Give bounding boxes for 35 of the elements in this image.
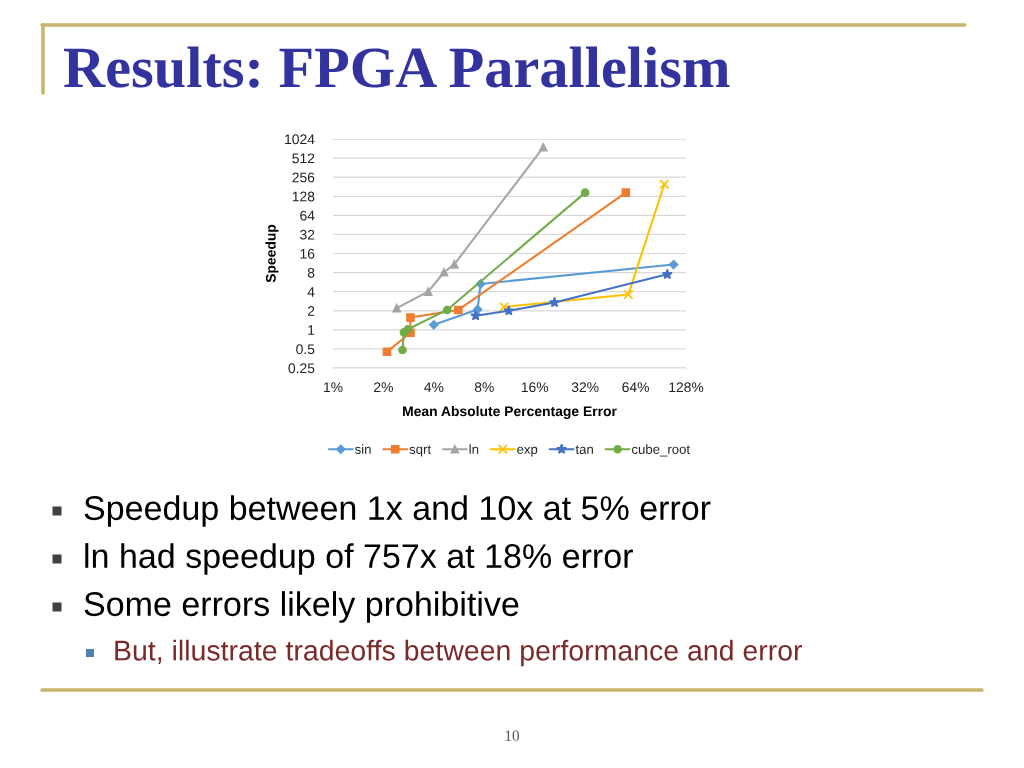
legend-label: exp	[517, 446, 538, 457]
x-tick-label: 128%	[669, 382, 704, 393]
chart-title: Results: FPGA Parallelism	[63, 46, 730, 88]
y-tick-label: 8	[307, 267, 315, 278]
y-tick-label: 16	[300, 248, 315, 259]
legend-label: ln	[469, 444, 479, 454]
y-tick-label: 128	[292, 191, 315, 202]
y-tick-label: 64	[300, 210, 315, 221]
y-tick-label: 256	[292, 172, 315, 183]
x-tick-label: 16%	[521, 382, 549, 393]
y-tick-label: 1	[308, 325, 315, 335]
x-tick-label: 64%	[622, 382, 649, 393]
text: ln had speedup of 757x at 18% error	[85, 543, 633, 575]
text: Some errors likely prohibitive	[84, 591, 519, 623]
x-axis-title: Mean Absolute Percentage Error	[403, 405, 617, 419]
legend-label: cube_root	[631, 444, 690, 457]
legend-label: tan	[575, 445, 593, 454]
x-tick-label: 2%	[374, 382, 393, 393]
y-axis-title: Speedup	[265, 224, 279, 283]
x-tick-label: 1%	[324, 382, 343, 393]
y-tick-label: 4	[307, 287, 315, 297]
y-tick-label: 32	[300, 229, 315, 240]
x-tick-label: 8%	[474, 382, 494, 393]
x-tick-label: 4%	[424, 382, 444, 393]
x-tick-label: 32%	[571, 382, 599, 393]
y-tick-label: 0.5	[296, 344, 315, 355]
legend-label: sin	[355, 444, 371, 454]
y-tick-label: 0.25	[288, 363, 315, 374]
y-tick-label: 2	[307, 306, 315, 316]
y-tick-label: 512	[292, 153, 315, 164]
text: But, illustrate tradeoffs between performance and error	[115, 639, 803, 667]
text: 10	[505, 730, 520, 741]
legend-label: sqrt	[409, 445, 432, 457]
text: Speedup between 1x and 10x at 5% error	[84, 495, 711, 527]
y-tick-label: 1024	[285, 134, 315, 145]
